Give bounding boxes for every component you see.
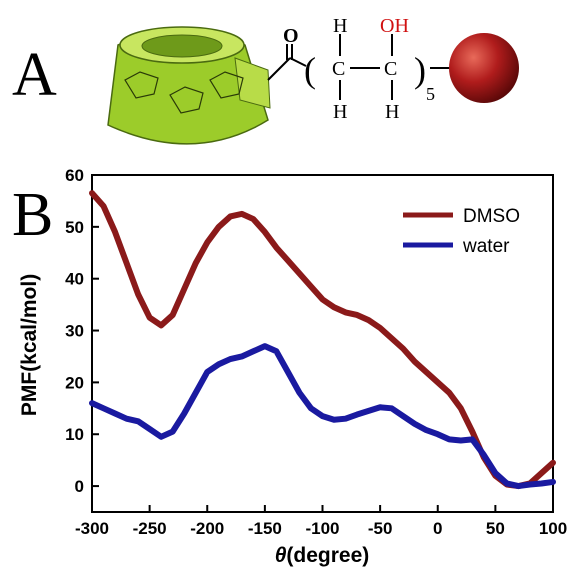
x-tick-label: -300: [75, 519, 109, 538]
y-tick-label: 50: [65, 218, 84, 237]
atom: H: [385, 101, 399, 123]
y-tick-label: 20: [65, 373, 84, 392]
y-tick-label: 60: [65, 166, 84, 185]
x-axis-text: (degree): [286, 544, 369, 567]
panel-label: A: [12, 41, 57, 109]
x-tick-label: 100: [539, 519, 567, 538]
legend-label: DMSO: [463, 206, 520, 227]
panel-label: B: [12, 181, 53, 249]
bonds: [267, 34, 450, 100]
x-tick-label: -150: [248, 519, 282, 538]
legend-label: water: [462, 236, 510, 257]
atom: C: [384, 58, 397, 80]
y-tick-label: 0: [75, 477, 84, 496]
y-tick-label: 40: [65, 270, 84, 289]
x-tick-label: -250: [133, 519, 167, 538]
atom: H: [333, 101, 347, 123]
paren: (: [304, 50, 316, 90]
x-tick-label: 50: [486, 519, 505, 538]
y-tick-label: 10: [65, 425, 84, 444]
y-tick-label: 30: [65, 322, 84, 341]
x-tick-label: 0: [433, 519, 442, 538]
atom: O: [283, 25, 299, 47]
x-axis-symbol: θ: [275, 544, 287, 567]
paren: ): [414, 50, 426, 90]
repeat-count: 5: [426, 84, 435, 104]
cyclodextrin: [107, 26, 271, 145]
series-line: [89, 343, 556, 490]
atom: H: [333, 15, 347, 37]
x-tick-label: -50: [368, 519, 393, 538]
x-tick-label: -100: [305, 519, 339, 538]
atom: C: [332, 58, 345, 80]
atom: OH: [380, 15, 409, 37]
bead: [449, 33, 519, 103]
x-tick-label: -200: [190, 519, 224, 538]
y-axis-label: PMF(kcal/mol): [18, 274, 41, 416]
x-axis-label: θ(degree): [275, 544, 370, 567]
